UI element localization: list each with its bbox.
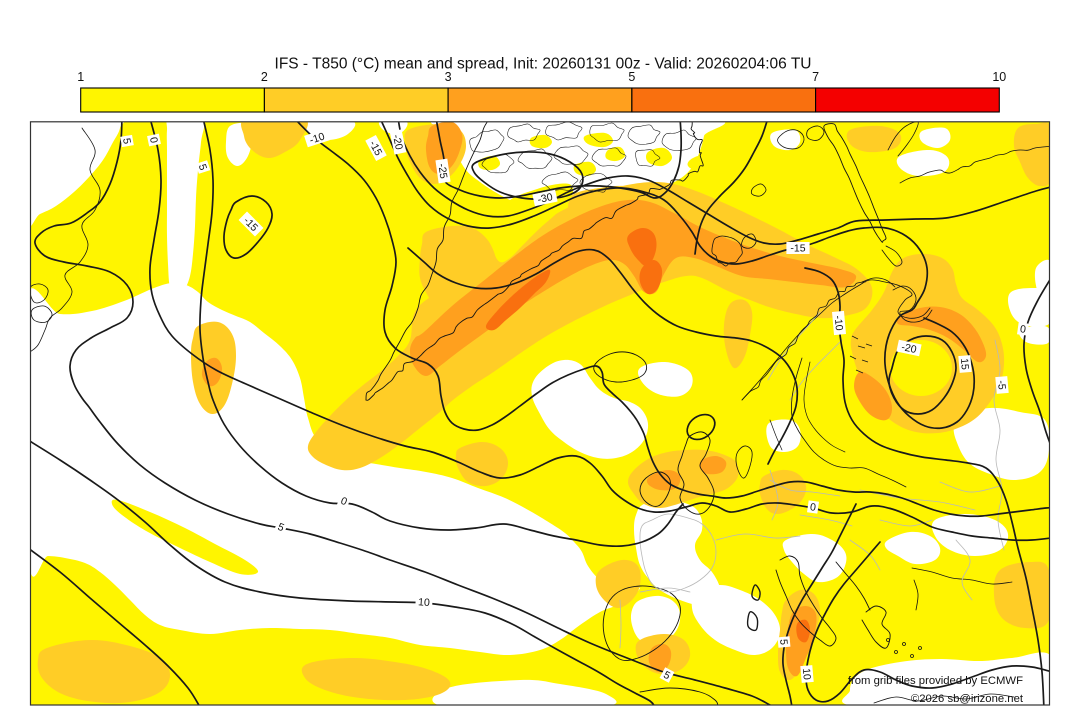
svg-text:10: 10 — [418, 596, 431, 609]
svg-text:from grib files provided by EC: from grib files provided by ECMWF — [848, 675, 1023, 687]
svg-text:5: 5 — [777, 639, 789, 646]
svg-text:5: 5 — [276, 521, 286, 534]
svg-text:IFS - T850 (°C) mean and sprea: IFS - T850 (°C) mean and spread, Init: 2… — [275, 56, 812, 73]
svg-text:-5: -5 — [995, 380, 1008, 391]
svg-text:0: 0 — [809, 501, 817, 514]
svg-text:7: 7 — [812, 70, 819, 84]
svg-text:0: 0 — [1019, 323, 1027, 336]
svg-text:5: 5 — [628, 70, 635, 84]
svg-text:10: 10 — [800, 668, 813, 681]
svg-text:15: 15 — [958, 358, 971, 371]
svg-text:1: 1 — [77, 70, 84, 84]
svg-text:-15: -15 — [790, 243, 805, 255]
svg-text:-10: -10 — [308, 130, 326, 146]
svg-text:0: 0 — [147, 136, 160, 144]
svg-text:5: 5 — [120, 137, 133, 145]
svg-text:-10: -10 — [832, 315, 845, 331]
svg-text:-20: -20 — [390, 133, 405, 150]
svg-text:©2026 sb@irizone.net: ©2026 sb@irizone.net — [911, 693, 1024, 705]
svg-text:10: 10 — [992, 70, 1006, 84]
svg-text:-20: -20 — [900, 341, 917, 356]
svg-text:-25: -25 — [435, 163, 449, 180]
svg-text:0: 0 — [339, 495, 349, 508]
svg-text:5: 5 — [196, 163, 209, 172]
svg-text:3: 3 — [445, 70, 452, 84]
svg-text:2: 2 — [261, 70, 268, 84]
svg-text:5: 5 — [661, 669, 672, 682]
svg-text:-30: -30 — [536, 191, 553, 206]
